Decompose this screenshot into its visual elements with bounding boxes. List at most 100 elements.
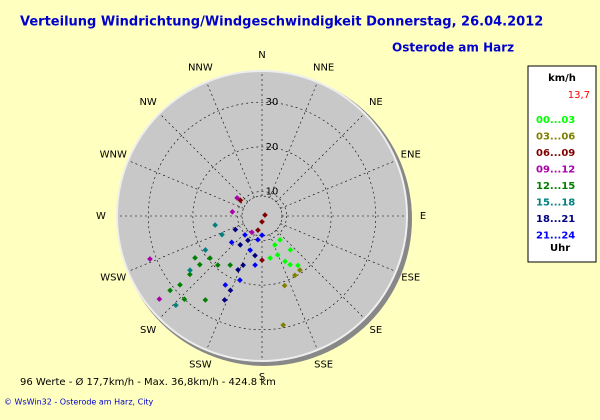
data-point: [235, 266, 241, 273]
data-point: [156, 296, 163, 302]
data-point: [259, 218, 265, 225]
data-point: [196, 261, 203, 268]
grid-ring: [192, 146, 332, 286]
data-point: [147, 256, 153, 262]
direction-label: NE: [369, 97, 383, 108]
direction-spoke: [159, 229, 249, 319]
direction-spoke: [280, 223, 397, 272]
grid-ring: [147, 101, 377, 331]
r-tick-label: 20: [266, 142, 279, 153]
data-point: [259, 232, 265, 239]
data-point: [234, 195, 240, 201]
data-point: [173, 302, 179, 309]
direction-label: WSW: [100, 273, 126, 284]
data-point: [252, 252, 258, 259]
legend-box: [527, 65, 597, 263]
data-point: [207, 255, 213, 261]
direction-spoke: [206, 81, 255, 198]
direction-label: SE: [370, 325, 383, 336]
direction-spoke: [127, 223, 244, 272]
direction-label: SW: [140, 325, 156, 336]
direction-label: W: [96, 211, 106, 222]
data-point: [280, 322, 287, 328]
data-point: [259, 257, 265, 263]
r-tick-label: 10: [266, 186, 279, 197]
data-point: [267, 255, 274, 261]
data-point: [237, 277, 243, 283]
grid-ring: [237, 191, 287, 241]
calm-ring: [241, 195, 283, 237]
data-point: [295, 262, 301, 269]
r-tick-label: 30: [266, 97, 279, 108]
direction-label: SSE: [314, 360, 333, 371]
data-point: [227, 287, 234, 294]
legend-entry: 00...03: [536, 115, 575, 126]
data-point: [177, 281, 183, 288]
direction-label: S: [259, 372, 265, 383]
data-point: [222, 282, 229, 288]
direction-label: E: [420, 211, 426, 222]
direction-spoke: [269, 81, 318, 198]
legend-entry: 15...18: [536, 198, 575, 209]
data-point: [287, 261, 293, 268]
legend-footer: Uhr: [550, 243, 570, 254]
legend-entry: 09...12: [536, 165, 575, 176]
legend-value: 13,7: [568, 90, 590, 101]
data-point: [240, 262, 246, 268]
legend-entry: 06...09: [536, 148, 575, 159]
legend-entry: 12...15: [536, 181, 575, 192]
data-point: [287, 247, 294, 253]
data-point: [181, 296, 188, 303]
legend-entry: 21...24: [536, 231, 575, 242]
direction-label: ENE: [401, 149, 421, 160]
data-point: [242, 232, 248, 238]
direction-label: NNE: [313, 62, 334, 73]
data-point: [212, 222, 218, 228]
data-point: [192, 255, 198, 261]
data-point: [281, 282, 288, 289]
legend-entry: 18...21: [536, 214, 575, 225]
direction-label: WNW: [100, 149, 127, 160]
data-point: [272, 242, 278, 248]
data-point: [297, 267, 303, 273]
data-point: [214, 262, 221, 268]
chart-subtitle: Osterode am Harz: [392, 41, 514, 55]
plot-area: [116, 70, 408, 362]
data-point: [277, 237, 283, 243]
direction-label: SSW: [189, 360, 212, 371]
data-point: [262, 212, 268, 218]
data-point: [282, 258, 288, 265]
direction-label: NNW: [188, 62, 213, 73]
direction-spoke: [159, 113, 249, 203]
direction-label: N: [258, 50, 265, 61]
data-point: [221, 297, 228, 303]
legend-entry: 03...06: [536, 132, 575, 143]
data-point: [219, 231, 225, 238]
data-point: [274, 252, 281, 258]
data-point: [232, 226, 239, 233]
direction-spoke: [127, 160, 244, 209]
data-point: [245, 237, 251, 244]
data-point: [229, 209, 236, 215]
footer-stats: 96 Werte - Ø 17,7km/h - Max. 36,8km/h - …: [20, 376, 276, 388]
data-point: [202, 297, 209, 303]
direction-spoke: [275, 113, 365, 203]
data-point: [167, 287, 173, 294]
direction-label: NW: [139, 97, 156, 108]
data-point: [249, 229, 255, 236]
data-point: [202, 247, 209, 253]
direction-spoke: [206, 234, 255, 351]
data-point: [187, 267, 193, 274]
data-point: [252, 262, 258, 268]
data-point: [228, 239, 235, 246]
direction-spoke: [275, 229, 365, 319]
chart-title: Verteilung Windrichtung/Windgeschwindigk…: [20, 15, 543, 30]
data-point: [187, 271, 193, 278]
data-point: [255, 227, 261, 233]
copyright: © WsWin32 - Osterode am Harz, City: [4, 398, 154, 407]
data-point: [247, 247, 254, 253]
data-point: [227, 262, 233, 268]
direction-spoke: [280, 160, 397, 209]
data-point: [237, 242, 244, 248]
